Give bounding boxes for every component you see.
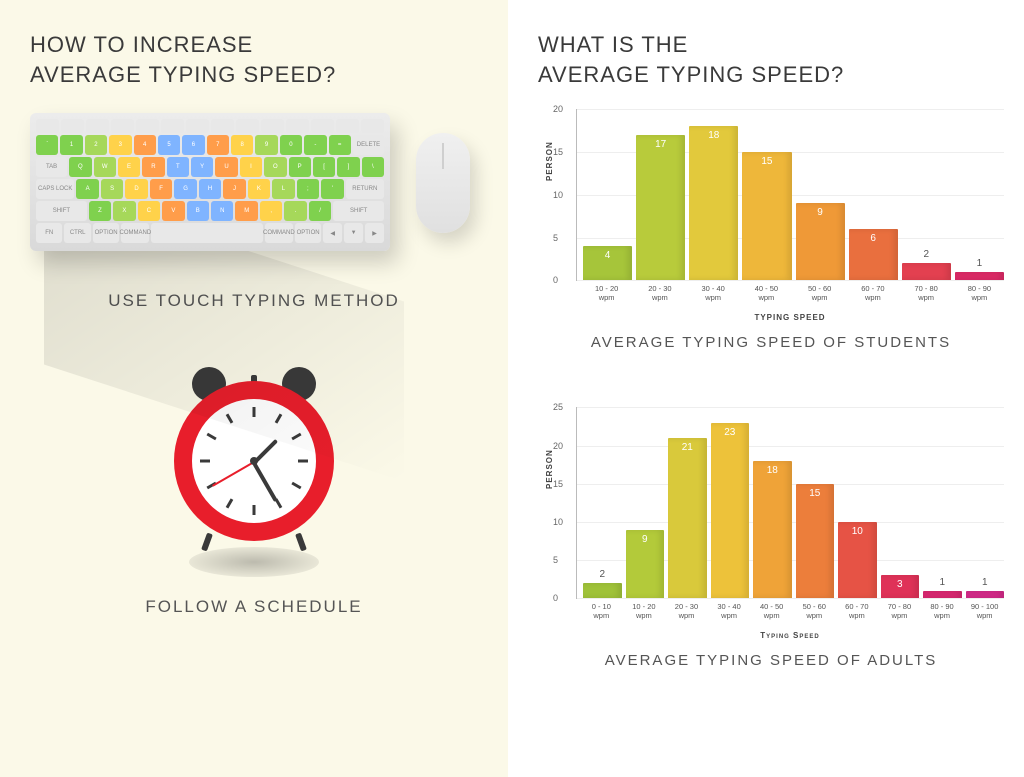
bar: 10 [838,522,877,598]
adults-caption: AVERAGE TYPING SPEED OF ADULTS [538,652,1004,669]
adults-chart: 0510152025PERSON2921231815103110 - 10wpm… [576,407,1004,627]
right-heading-l2: AVERAGE TYPING SPEED? [538,60,1004,90]
bar: 17 [636,135,685,280]
bar: 23 [711,423,750,599]
left-panel: HOW TO INCREASE AVERAGE TYPING SPEED? `1… [0,0,508,777]
bar: 4 [583,246,632,280]
left-heading: HOW TO INCREASE AVERAGE TYPING SPEED? [30,30,478,89]
students-chart: 05101520PERSON4171815962110 - 20wpm20 - … [576,109,1004,309]
bar: 2 [583,583,622,598]
bar: 15 [796,484,835,599]
right-panel: WHAT IS THE AVERAGE TYPING SPEED? 051015… [508,0,1024,777]
bar: 6 [849,229,898,280]
left-heading-l1: HOW TO INCREASE [30,30,478,60]
right-heading-l1: WHAT IS THE [538,30,1004,60]
bar: 18 [753,461,792,599]
left-heading-l2: AVERAGE TYPING SPEED? [30,60,478,90]
mouse-icon [416,133,470,233]
tip1-label: USE TOUCH TYPING METHOD [30,291,478,311]
students-chart-block: 05101520PERSON4171815962110 - 20wpm20 - … [538,109,1004,351]
clock-illustration [30,381,478,541]
keyboard-illustration: `1234567890-=deletetabQWERTYUIOP[]\caps … [30,113,478,251]
students-caption: AVERAGE TYPING SPEED OF STUDENTS [538,334,1004,351]
bar: 1 [923,591,962,599]
alarm-clock-icon [174,381,334,541]
bar: 15 [742,152,791,280]
bar: 9 [796,203,845,280]
bar: 2 [902,263,951,280]
bar: 1 [955,272,1004,281]
adults-xlabel: Typing Speed [576,631,1004,640]
bar: 9 [626,530,665,599]
adults-chart-block: 0510152025PERSON2921231815103110 - 10wpm… [538,407,1004,669]
keyboard: `1234567890-=deletetabQWERTYUIOP[]\caps … [30,113,390,251]
tip2-label: FOLLOW A SCHEDULE [30,597,478,617]
right-heading: WHAT IS THE AVERAGE TYPING SPEED? [538,30,1004,89]
bar: 21 [668,438,707,598]
students-xlabel: TYPING SPEED [576,313,1004,322]
bar: 1 [966,591,1005,599]
bar: 18 [689,126,738,280]
bar: 3 [881,575,920,598]
